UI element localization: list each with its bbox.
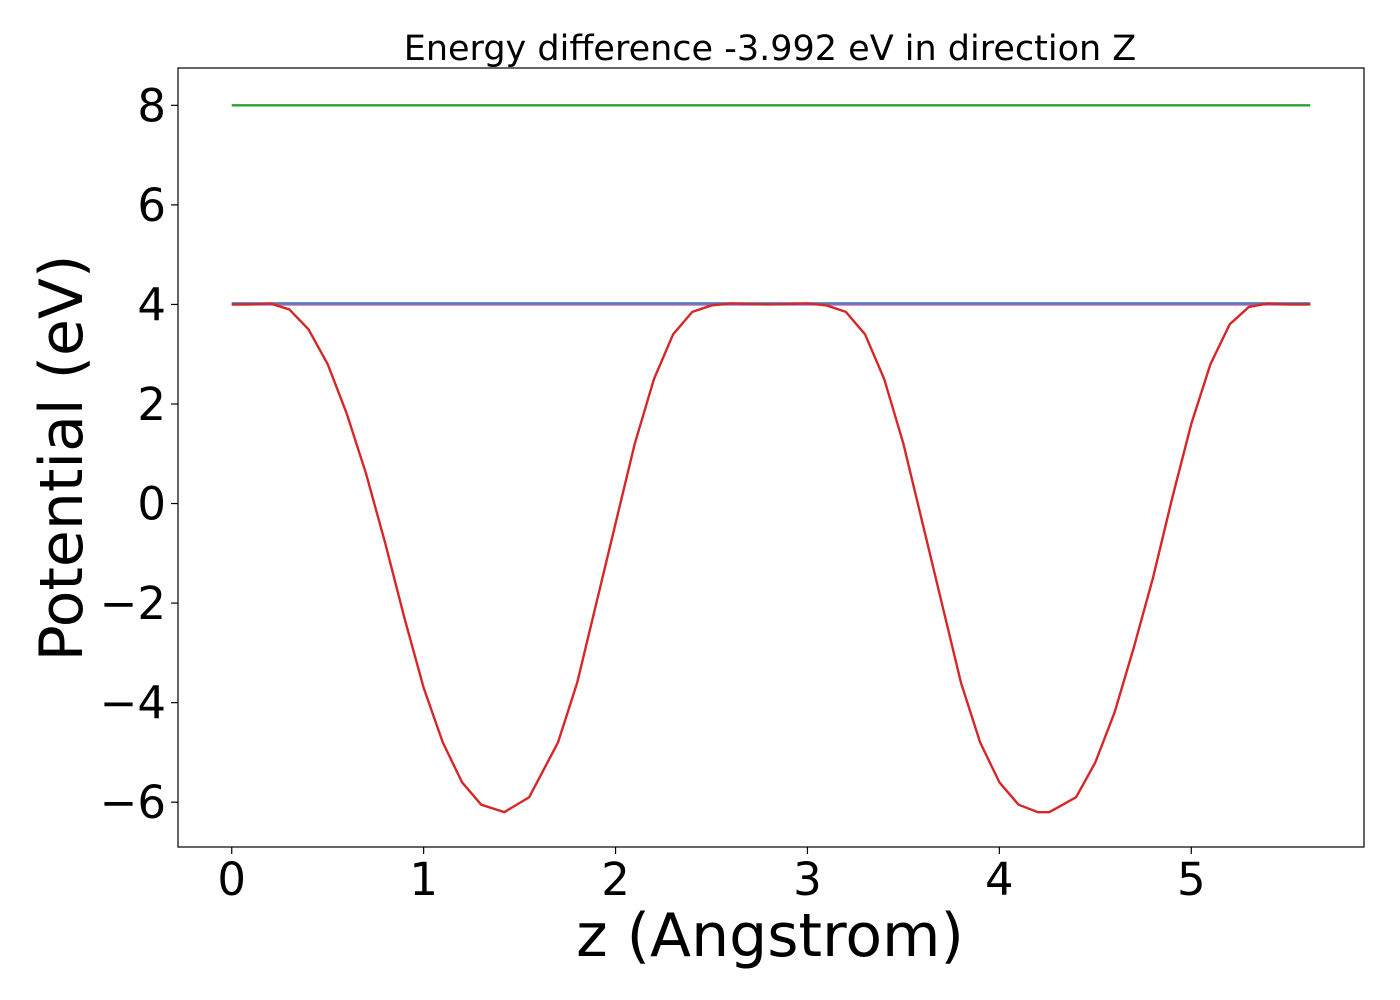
y-axis-label: Potential (eV) (27, 255, 97, 662)
y-tick-label: 2 (137, 378, 166, 431)
series-layer (231, 104, 1311, 814)
y-tick-label: −2 (100, 577, 166, 630)
x-tick-label: 4 (985, 853, 1014, 906)
series-line-3 (231, 302, 1311, 814)
x-tick-label: 1 (409, 853, 438, 906)
y-tick-label: 0 (137, 478, 166, 531)
y-tick-label: −4 (100, 677, 166, 730)
y-tick-label: 8 (137, 79, 166, 132)
x-tick-label: 2 (601, 853, 630, 906)
x-tick-label: 3 (793, 853, 822, 906)
chart-title: Energy difference -3.992 eV in direction… (404, 29, 1137, 69)
y-tick-label: 6 (137, 179, 166, 232)
x-axis-label: z (Angstrom) (576, 901, 964, 971)
y-tick-label: 4 (137, 278, 166, 331)
y-tick-label: −6 (100, 776, 166, 829)
plot-frame (177, 67, 1365, 848)
x-tick-label: 0 (217, 853, 246, 906)
x-tick-label: 5 (1177, 853, 1206, 906)
ticks-layer: 0 1 2 3 4 5 −6 −4 −2 0 2 4 6 8 (100, 79, 1206, 906)
